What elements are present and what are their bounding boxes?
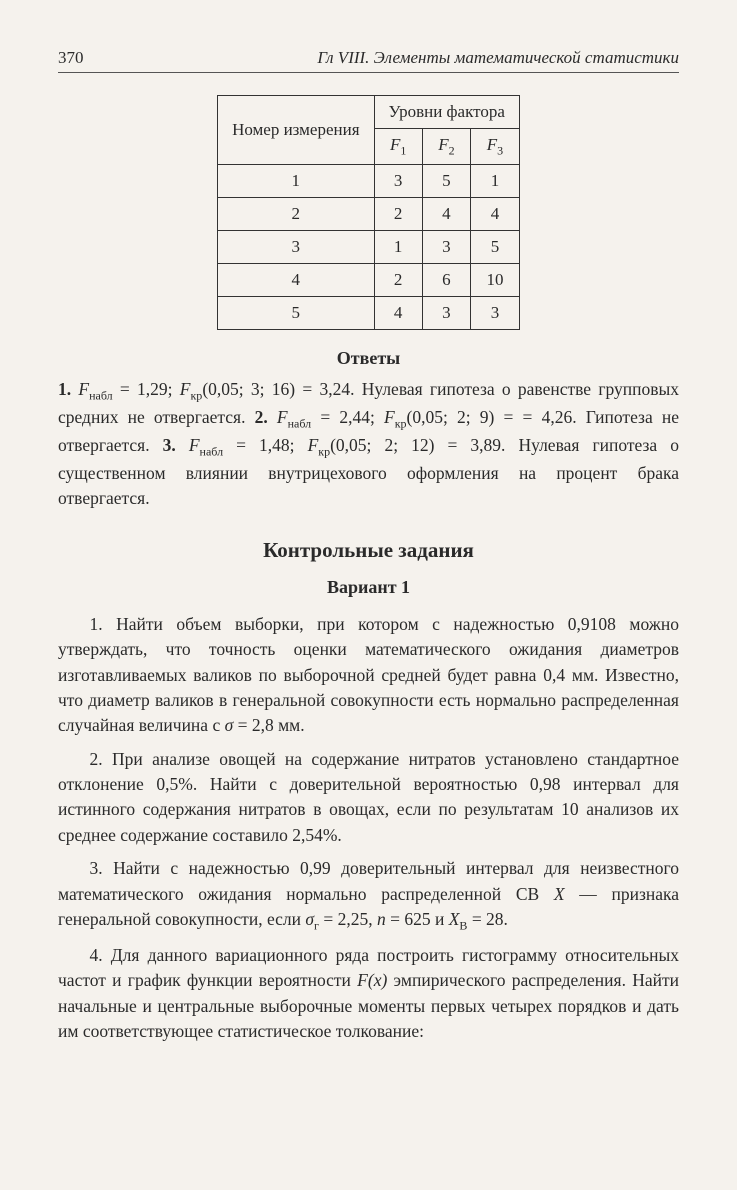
nabl-sub: набл	[288, 417, 312, 431]
answer-num: 1.	[58, 379, 71, 399]
task-text: = 625 и	[386, 909, 449, 929]
cell: 2	[374, 264, 422, 297]
variant-heading: Вариант 1	[58, 577, 679, 598]
kr-sub: кр	[190, 389, 202, 403]
kr-args: (0,05; 2; 9) =	[407, 407, 523, 427]
eq-val: = 1,48;	[223, 435, 307, 455]
table-row: 4 2 6 10	[218, 264, 520, 297]
factor-sym: F	[390, 135, 400, 154]
cell: 3	[374, 165, 422, 198]
cell: 2	[218, 198, 374, 231]
col-header-left: Номер измерения	[218, 96, 374, 165]
f-symbol: F	[180, 379, 191, 399]
kr-args: (0,05; 2; 12) = 3,89.	[330, 435, 518, 455]
answers-heading: Ответы	[58, 348, 679, 369]
answer-num: 2.	[255, 407, 277, 427]
nabl-sub: набл	[200, 445, 224, 459]
cell: 5	[471, 231, 520, 264]
task-text: 1. Найти объем выборки, при котором с на…	[58, 614, 679, 736]
factor-label: F2	[422, 129, 470, 165]
col-header-right: Уровни фактора	[374, 96, 519, 129]
kr-sub: кр	[395, 417, 407, 431]
factor-sym: F	[487, 135, 497, 154]
kr-sub: кр	[318, 445, 330, 459]
task-2: 2. При анализе овощей на содержание нитр…	[58, 747, 679, 849]
task-text: = 2,25,	[319, 909, 377, 929]
f-symbol: F	[78, 379, 89, 399]
f-symbol: F	[308, 435, 319, 455]
cell: 10	[471, 264, 520, 297]
chapter-title: Гл VIII. Элементы математической статист…	[317, 48, 679, 68]
f-symbol: F	[384, 407, 395, 427]
factor-sub: 3	[497, 143, 503, 157]
fx-func: F(x)	[357, 970, 387, 990]
factor-table: Номер измерения Уровни фактора F1 F2 F3 …	[217, 95, 520, 330]
cell: 6	[422, 264, 470, 297]
table-row: 1 3 5 1	[218, 165, 520, 198]
cell: 4	[218, 264, 374, 297]
table-row: Номер измерения Уровни фактора	[218, 96, 520, 129]
cell: 1	[374, 231, 422, 264]
sigma: σ	[225, 715, 234, 735]
cell: 1	[218, 165, 374, 198]
task-4: 4. Для данного вариационного ряда постро…	[58, 943, 679, 1045]
table-row: 3 1 3 5	[218, 231, 520, 264]
eq-val: = 2,44;	[311, 407, 384, 427]
factor-sym: F	[438, 135, 448, 154]
f-symbol: F	[189, 435, 200, 455]
n-var: n	[377, 909, 386, 929]
factor-label: F1	[374, 129, 422, 165]
cell: 3	[218, 231, 374, 264]
cell: 4	[374, 297, 422, 330]
cell: 3	[471, 297, 520, 330]
section-heading: Контрольные задания	[58, 538, 679, 563]
table-row: 5 4 3 3	[218, 297, 520, 330]
page-header: 370 Гл VIII. Элементы математической ста…	[58, 48, 679, 73]
cell: 3	[422, 297, 470, 330]
page-number: 370	[58, 48, 84, 68]
sigma: σ	[305, 909, 314, 929]
task-1: 1. Найти объем выборки, при котором с на…	[58, 612, 679, 739]
xb-var: X	[449, 909, 460, 929]
task-text: = 28.	[467, 909, 508, 929]
factor-sub: 2	[449, 143, 455, 157]
page: 370 Гл VIII. Элементы математической ста…	[0, 0, 737, 1190]
task-text: = 2,8 мм.	[233, 715, 304, 735]
cell: 3	[422, 231, 470, 264]
factor-label: F3	[471, 129, 520, 165]
factor-sub: 1	[400, 143, 406, 157]
task-text: 2. При анализе овощей на содержание нитр…	[58, 749, 679, 845]
cell: 4	[471, 198, 520, 231]
cell: 2	[374, 198, 422, 231]
cell: 5	[422, 165, 470, 198]
f-symbol: F	[277, 407, 288, 427]
table-row: 2 2 4 4	[218, 198, 520, 231]
task-3: 3. Найти с надежностью 0,99 доверительны…	[58, 856, 679, 935]
x-var: X	[554, 884, 565, 904]
answer-num: 3.	[163, 435, 189, 455]
cell: 4	[422, 198, 470, 231]
answers-text: 1. Fнабл = 1,29; Fкр(0,05; 3; 16) = 3,24…	[58, 377, 679, 511]
cell: 1	[471, 165, 520, 198]
cell: 5	[218, 297, 374, 330]
eq-val: = 1,29;	[113, 379, 180, 399]
nabl-sub: набл	[89, 389, 113, 403]
